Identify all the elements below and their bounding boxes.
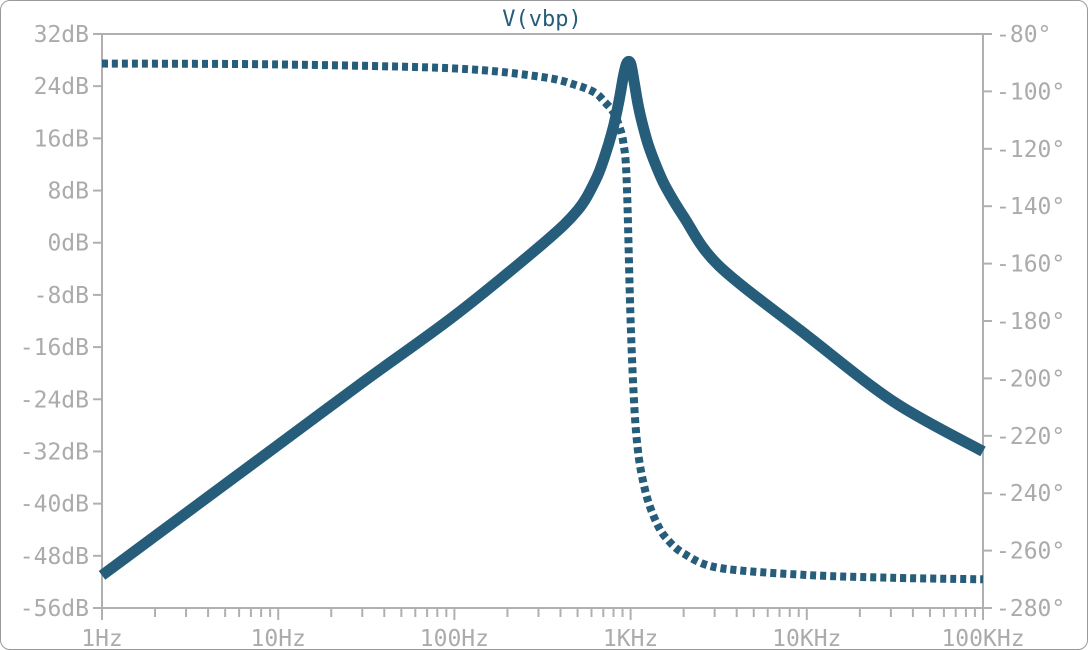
tick-marks xyxy=(93,33,992,620)
x-tick-label: 100Hz xyxy=(420,626,489,650)
tick-labels: 32dB 24dB 16dB 8dB 0dB -8dB -16dB -24dB -32dB -40… xyxy=(20,22,1066,650)
x-tick-label: 100KHz xyxy=(941,626,1024,650)
y-left-tick-label: -48dB xyxy=(20,544,89,570)
y-right-tick-label: -120° xyxy=(996,137,1065,163)
y-right-tick-label: -140° xyxy=(996,194,1065,220)
y-left-tick-label: 32dB xyxy=(34,22,89,48)
y-right-tick-label: -240° xyxy=(996,481,1065,507)
y-left-tick-label: -40dB xyxy=(20,492,89,518)
plot-title: V(vbp) xyxy=(502,7,581,32)
plot-area xyxy=(101,33,984,609)
y-right-tick-label: -280° xyxy=(996,596,1065,622)
x-tick-label: 1Hz xyxy=(81,626,123,650)
y-left-tick-label: -56dB xyxy=(20,596,89,622)
y-right-tick-label: -100° xyxy=(996,79,1065,105)
y-right-tick-label: -220° xyxy=(996,424,1065,450)
y-left-tick-label: -8dB xyxy=(34,283,89,309)
y-right-tick-label: -180° xyxy=(996,309,1065,335)
y-left-tick-label: -32dB xyxy=(20,439,89,465)
x-tick-label: 10Hz xyxy=(251,626,306,650)
y-left-tick-label: 16dB xyxy=(34,126,89,152)
y-right-tick-label: -260° xyxy=(996,539,1065,565)
y-right-tick-label: -80° xyxy=(996,22,1051,48)
y-left-tick-label: -24dB xyxy=(20,387,89,413)
phase-trace xyxy=(101,59,984,584)
y-left-tick-label: 8dB xyxy=(47,179,89,205)
y-right-tick-label: -200° xyxy=(996,366,1065,392)
y-left-tick-label: -16dB xyxy=(20,335,89,361)
series-traces xyxy=(98,55,986,584)
x-tick-label: 1KHz xyxy=(603,626,658,650)
magnitude-trace xyxy=(98,55,986,580)
y-left-tick-label: 24dB xyxy=(34,74,89,100)
y-left-tick-label: 0dB xyxy=(47,231,89,257)
x-tick-label: 10KHz xyxy=(772,626,841,650)
y-right-tick-label: -160° xyxy=(996,252,1065,278)
